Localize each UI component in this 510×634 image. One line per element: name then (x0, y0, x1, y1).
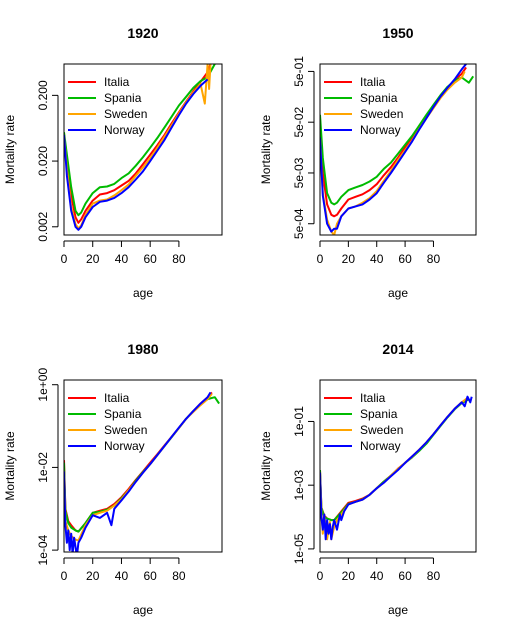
legend-label: Sweden (104, 423, 147, 437)
x-tick-label: 60 (398, 569, 412, 583)
x-axis-label: age (388, 603, 408, 617)
x-tick-label: 20 (342, 569, 356, 583)
series-line-spania (64, 396, 220, 533)
x-tick-label: 40 (115, 569, 129, 583)
series-line-norway (320, 395, 473, 541)
x-tick-label: 20 (342, 252, 356, 266)
y-tick-label: 0.020 (36, 146, 50, 176)
x-tick-label: 0 (61, 569, 68, 583)
legend-label: Norway (360, 123, 401, 137)
legend-label: Spania (104, 407, 142, 421)
series-line-norway (64, 78, 209, 231)
x-tick-label: 0 (317, 569, 324, 583)
plot-frame (63, 379, 223, 553)
y-axis-label: Mortality rate (3, 431, 17, 501)
legend-label: Norway (104, 123, 145, 137)
y-tick-label: 5e-03 (292, 157, 306, 188)
x-tick-label: 80 (172, 252, 186, 266)
chart-title: 1980 (127, 341, 158, 357)
x-tick-label: 0 (61, 252, 68, 266)
legend-label: Spania (360, 407, 398, 421)
x-tick-label: 20 (86, 252, 100, 266)
legend-label: Italia (104, 75, 130, 89)
x-tick-label: 0 (317, 252, 324, 266)
legend-label: Spania (360, 91, 398, 105)
x-tick-label: 80 (172, 569, 186, 583)
legend-label: Italia (104, 391, 130, 405)
chart-title: 1920 (127, 25, 158, 41)
legend-label: Sweden (360, 423, 403, 437)
chart-panel-1: 1950 0 20 40 60 80 5e-04 5e-03 5e-02 5e-01 age Mort… (259, 25, 477, 300)
chart-panel-2: 1980 0 20 40 60 80 1e-04 1e-02 1e+00 age Mortality… (3, 341, 223, 617)
legend-label: Norway (104, 439, 145, 453)
y-tick-label: 1e-04 (36, 534, 50, 565)
x-tick-label: 60 (144, 569, 158, 583)
y-tick-label: 5e-01 (292, 56, 306, 87)
y-tick-label: 1e-02 (36, 452, 50, 483)
y-tick-label: 1e-03 (292, 470, 306, 501)
x-tick-label: 80 (427, 252, 441, 266)
legend-label: Italia (360, 75, 386, 89)
y-axis-label: Mortality rate (3, 115, 17, 185)
y-tick-label: 1e-01 (292, 406, 306, 437)
x-axis-label: age (133, 286, 153, 300)
x-tick-label: 40 (370, 252, 384, 266)
x-tick-label: 80 (427, 569, 441, 583)
x-axis-label: age (133, 603, 153, 617)
legend-label: Spania (104, 91, 142, 105)
chart-panel-0: 1920 0 20 40 60 80 0.002 0.020 0.200 age Mortality… (3, 25, 223, 300)
legend-label: Italia (360, 391, 386, 405)
series-line-norway (64, 391, 212, 552)
x-tick-label: 60 (398, 252, 412, 266)
legend-label: Sweden (104, 107, 147, 121)
legend-label: Sweden (360, 107, 403, 121)
y-tick-label: 5e-04 (292, 208, 306, 239)
y-tick-label: 1e+00 (36, 368, 50, 402)
x-tick-label: 60 (144, 252, 158, 266)
plot-frame (63, 63, 223, 236)
series-line-spania (64, 64, 216, 217)
plot-frame (319, 63, 477, 236)
y-axis-label: Mortality rate (259, 115, 273, 185)
legend-label: Norway (360, 439, 401, 453)
chart-title: 2014 (382, 341, 413, 357)
chart-title: 1950 (382, 25, 413, 41)
x-tick-label: 40 (115, 252, 129, 266)
plot-frame (319, 379, 477, 553)
x-tick-label: 40 (370, 569, 384, 583)
y-axis-label: Mortality rate (259, 431, 273, 501)
chart-panel-3: 2014 0 20 40 60 80 1e-05 1e-03 1e-01 age Mortality… (259, 341, 477, 617)
y-tick-label: 5e-02 (292, 107, 306, 138)
y-tick-label: 1e-05 (292, 533, 306, 564)
x-tick-label: 20 (86, 569, 100, 583)
series-line-sweden (64, 64, 212, 230)
series-line-norway (320, 64, 467, 233)
y-tick-label: 0.200 (36, 80, 50, 110)
x-axis-label: age (388, 286, 408, 300)
y-tick-label: 0.002 (36, 211, 50, 241)
series-line-italia (64, 64, 212, 224)
